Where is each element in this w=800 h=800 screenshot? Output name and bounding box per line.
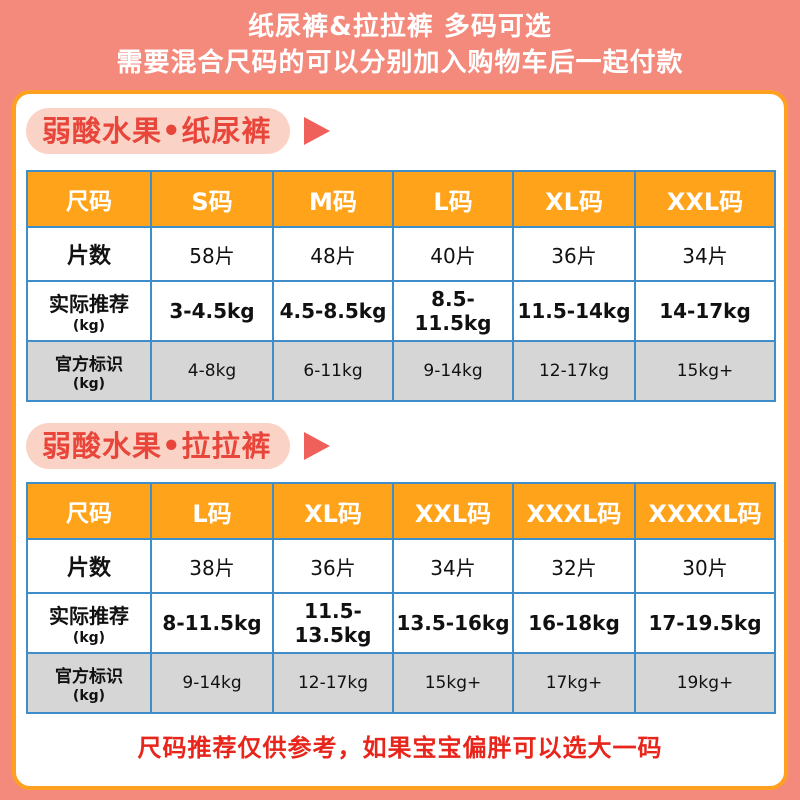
row-label-official: 官方标识 (kg) — [26, 340, 152, 402]
row-label-size: 尺码 — [26, 170, 152, 228]
official-cell: 12-17kg — [512, 340, 636, 402]
recommended-cell: 8.5-11.5kg — [392, 280, 514, 342]
official-cell: 9-14kg — [150, 652, 274, 714]
table-row-count: 片数 38片 36片 34片 32片 30片 — [26, 538, 776, 594]
diapers-size-table: 尺码 S码 M码 L码 XL码 XXL码 片数 58片 48片 40片 36片 … — [26, 170, 776, 402]
official-cell: 12-17kg — [272, 652, 394, 714]
count-cell: 58片 — [150, 226, 274, 282]
diapers-section-title: 弱酸水果•纸尿裤 — [26, 108, 290, 154]
row-label-count: 片数 — [26, 538, 152, 594]
play-arrow-icon — [304, 432, 330, 460]
count-cell: 40片 — [392, 226, 514, 282]
count-cell: 30片 — [634, 538, 776, 594]
size-cell: XXL码 — [634, 170, 776, 228]
banner-line-2: 需要混合尺码的可以分别加入购物车后一起付款 — [116, 48, 684, 78]
table-row-size: 尺码 L码 XL码 XXL码 XXXL码 XXXXL码 — [26, 482, 776, 540]
size-cell: XL码 — [512, 170, 636, 228]
table-row-recommended: 实际推荐 (kg) 3-4.5kg 4.5-8.5kg 8.5-11.5kg 1… — [26, 280, 776, 342]
official-unit: (kg) — [72, 688, 106, 704]
official-cell: 15kg+ — [634, 340, 776, 402]
recommended-cell: 11.5-13.5kg — [272, 592, 394, 654]
recommended-cell: 13.5-16kg — [392, 592, 514, 654]
recommended-cell: 4.5-8.5kg — [272, 280, 394, 342]
official-cell: 4-8kg — [150, 340, 274, 402]
official-label: 官方标识 — [55, 355, 123, 375]
row-label-recommended: 实际推荐 (kg) — [26, 280, 152, 342]
table-row-size: 尺码 S码 M码 L码 XL码 XXL码 — [26, 170, 776, 228]
count-cell: 34片 — [634, 226, 776, 282]
recommended-label: 实际推荐 — [49, 292, 129, 316]
official-cell: 9-14kg — [392, 340, 514, 402]
recommended-cell: 8-11.5kg — [150, 592, 274, 654]
table-row-official: 官方标识 (kg) 4-8kg 6-11kg 9-14kg 12-17kg 15… — [26, 340, 776, 402]
recommended-label: 实际推荐 — [49, 604, 129, 628]
recommended-cell: 11.5-14kg — [512, 280, 636, 342]
count-cell: 34片 — [392, 538, 514, 594]
official-cell: 19kg+ — [634, 652, 776, 714]
count-cell: 36片 — [272, 538, 394, 594]
official-cell: 15kg+ — [392, 652, 514, 714]
recommended-cell: 3-4.5kg — [150, 280, 274, 342]
official-unit: (kg) — [72, 376, 106, 392]
table-row-recommended: 实际推荐 (kg) 8-11.5kg 11.5-13.5kg 13.5-16kg… — [26, 592, 776, 654]
size-cell: L码 — [392, 170, 514, 228]
size-advice-footnote: 尺码推荐仅供参考，如果宝宝偏胖可以选大一码 — [137, 734, 663, 762]
size-cell: L码 — [150, 482, 274, 540]
count-cell: 38片 — [150, 538, 274, 594]
size-cell: S码 — [150, 170, 274, 228]
row-label-official: 官方标识 (kg) — [26, 652, 152, 714]
size-cell: XXXL码 — [512, 482, 636, 540]
count-cell: 32片 — [512, 538, 636, 594]
row-label-recommended: 实际推荐 (kg) — [26, 592, 152, 654]
row-label-count: 片数 — [26, 226, 152, 282]
recommended-cell: 17-19.5kg — [634, 592, 776, 654]
top-banner: 纸尿裤&拉拉裤 多码可选 需要混合尺码的可以分别加入购物车后一起付款 — [0, 0, 800, 82]
recommended-cell: 16-18kg — [512, 592, 636, 654]
size-cell: XL码 — [272, 482, 394, 540]
play-arrow-icon — [304, 117, 330, 145]
count-cell: 36片 — [512, 226, 636, 282]
official-cell: 6-11kg — [272, 340, 394, 402]
pullups-size-table: 尺码 L码 XL码 XXL码 XXXL码 XXXXL码 片数 38片 36片 3… — [26, 482, 776, 714]
row-label-size: 尺码 — [26, 482, 152, 540]
pullups-section-title: 弱酸水果•拉拉裤 — [26, 423, 290, 469]
table-row-official: 官方标识 (kg) 9-14kg 12-17kg 15kg+ 17kg+ 19k… — [26, 652, 776, 714]
official-cell: 17kg+ — [512, 652, 636, 714]
size-cell: M码 — [272, 170, 394, 228]
official-label: 官方标识 — [55, 667, 123, 687]
size-cell: XXL码 — [392, 482, 514, 540]
size-cell: XXXXL码 — [634, 482, 776, 540]
recommended-unit: (kg) — [72, 318, 106, 334]
recommended-unit: (kg) — [72, 630, 106, 646]
table-row-count: 片数 58片 48片 40片 36片 34片 — [26, 226, 776, 282]
recommended-cell: 14-17kg — [634, 280, 776, 342]
count-cell: 48片 — [272, 226, 394, 282]
banner-line-1: 纸尿裤&拉拉裤 多码可选 — [248, 12, 552, 42]
